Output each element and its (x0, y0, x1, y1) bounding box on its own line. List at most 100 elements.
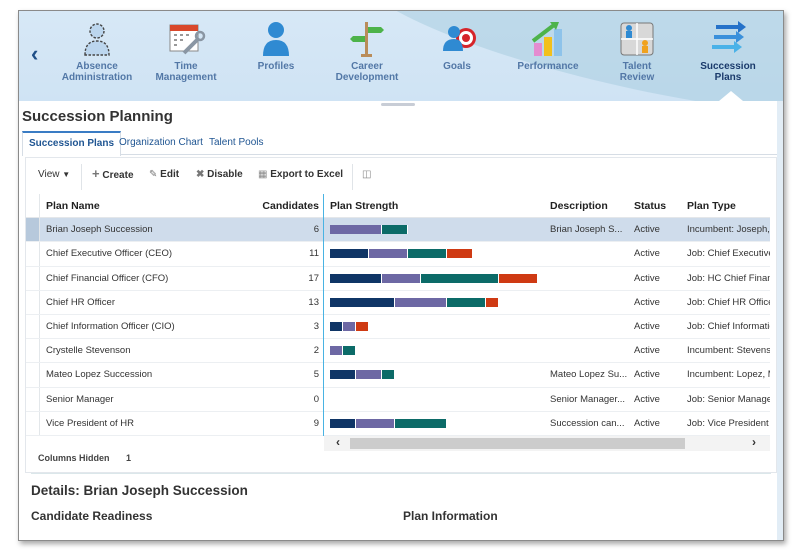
row-header-cell[interactable] (26, 314, 40, 339)
nav-item-profiles[interactable]: Profiles (253, 19, 299, 72)
table-row[interactable]: Mateo Lopez Su... Active Incumbent: Lopez,… (324, 363, 770, 388)
nav-item-goals[interactable]: Goals (439, 19, 476, 72)
candidates-cell: 3 (313, 320, 319, 332)
plan-name-cell[interactable]: Vice President of HR (46, 417, 135, 429)
column-header-plan-name[interactable]: Plan Name (46, 200, 100, 212)
column-header-plan-strength[interactable]: Plan Strength (330, 200, 399, 212)
strength-segment-navy (330, 273, 382, 283)
nav-label: Performance (517, 61, 579, 72)
table-row[interactable]: Active Incumbent: Stevens (324, 339, 770, 364)
plan-strength-bar (330, 225, 408, 235)
right-scrollbar-track[interactable] (777, 101, 783, 540)
tab-succession-plans[interactable]: Succession Plans (22, 131, 122, 156)
column-header-status[interactable]: Status (634, 200, 667, 212)
tab-talent-pools[interactable]: Talent Pools (209, 137, 264, 148)
plan-type-cell: Job: Vice President (687, 417, 769, 429)
row-header-cell[interactable] (26, 411, 40, 435)
column-header-description[interactable]: Description (550, 200, 608, 212)
target-person-icon (439, 19, 479, 59)
columns-hidden-count[interactable]: 1 (126, 453, 132, 463)
strength-segment-navy (330, 370, 356, 380)
frozen-column-divider (323, 194, 324, 436)
export-label: Export to Excel (270, 169, 344, 180)
table-row[interactable]: Active Job: Chief HR Office (324, 291, 770, 315)
plan-type-cell: Incumbent: Joseph, (687, 224, 770, 236)
table-row[interactable]: Chief HR Officer 13 (26, 290, 323, 315)
table-row[interactable]: Active Job: Chief Executive (324, 242, 770, 267)
freeze-columns-button[interactable]: ◫ (362, 169, 371, 180)
x-icon: ✖ (196, 169, 205, 180)
plan-name-cell[interactable]: Senior Manager (46, 393, 114, 405)
freeze-icon: ◫ (362, 169, 372, 180)
strength-segment-navy (330, 297, 395, 307)
description-cell: Brian Joseph S... (550, 224, 623, 236)
edit-button[interactable]: ✎ Edit (149, 169, 179, 180)
edit-label: Edit (160, 169, 180, 180)
view-menu-button[interactable]: View ▼ (38, 169, 70, 180)
nav-item-time-management[interactable]: Time Management (144, 19, 228, 83)
nav-item-talent-review[interactable]: Talent Review (605, 19, 669, 83)
candidates-cell: 13 (308, 296, 319, 308)
create-button[interactable]: + Create (92, 167, 134, 181)
collapse-splitter-handle[interactable] (381, 103, 415, 106)
table-row[interactable]: Senior Manager 0 (26, 387, 323, 412)
disable-button[interactable]: ✖ Disable (196, 169, 243, 180)
plan-name-cell[interactable]: Crystelle Stevenson (46, 345, 131, 357)
plan-name-cell[interactable]: Chief HR Officer (46, 296, 115, 308)
plan-type-cell: Job: HC Chief Finan (687, 272, 770, 284)
tab-bar: Succession Plans Organization Chart Tale… (22, 131, 777, 156)
nav-back-button[interactable]: ‹ (31, 41, 39, 66)
row-header-cell[interactable] (26, 266, 40, 290)
description-cell: Senior Manager... (550, 393, 625, 405)
toolbar-divider (352, 164, 353, 190)
tab-organization-chart[interactable]: Organization Chart (119, 137, 203, 148)
strength-segment-purple (330, 346, 343, 356)
table-row[interactable]: Chief Executive Officer (CEO) 11 (26, 242, 323, 267)
calendar-wrench-icon (166, 19, 206, 59)
table-row[interactable]: Active Job: HC Chief Finan (324, 267, 770, 291)
row-header-cell[interactable] (26, 218, 40, 242)
scroll-right-arrow-icon[interactable]: › (752, 435, 756, 449)
nav-item-performance[interactable]: Performance (517, 19, 579, 72)
table-row[interactable]: Vice President of HR 9 (26, 411, 323, 436)
status-cell: Active (634, 345, 660, 357)
table-row[interactable]: Mateo Lopez Succession 5 (26, 363, 323, 388)
row-header-cell[interactable] (26, 339, 40, 363)
column-header-candidates[interactable]: Candidates (262, 200, 319, 212)
strength-segment-red (356, 321, 369, 331)
row-header-cell[interactable] (26, 387, 40, 411)
plan-name-cell[interactable]: Brian Joseph Succession (46, 224, 153, 236)
row-header-cell (26, 194, 40, 218)
plan-name-cell[interactable]: Chief Financial Officer (CFO) (46, 272, 169, 284)
nav-item-absence-administration[interactable]: Absence Administration (59, 19, 135, 83)
scroll-left-arrow-icon[interactable]: ‹ (336, 435, 340, 449)
table-row[interactable]: Senior Manager... Active Job: Senior Manag… (324, 388, 770, 412)
page-title: Succession Planning (22, 108, 173, 125)
table-row[interactable]: Brian Joseph Succession 6 (26, 218, 323, 243)
table-row[interactable]: Chief Financial Officer (CFO) 17 (26, 266, 323, 291)
table-row[interactable]: Brian Joseph S... Active Incumbent: Joseph… (324, 218, 770, 243)
export-to-excel-button[interactable]: ▦ Export to Excel (258, 169, 343, 180)
table-row[interactable]: Chief Information Officer (CIO) 3 (26, 314, 323, 340)
table-row[interactable]: Crystelle Stevenson 2 (26, 339, 323, 364)
row-header-cell[interactable] (26, 290, 40, 314)
plan-name-cell[interactable]: Mateo Lopez Succession (46, 369, 153, 381)
nav-item-succession-plans[interactable]: Succession Plans (687, 19, 769, 83)
column-header-plan-type[interactable]: Plan Type (687, 200, 736, 212)
nav-item-career-development[interactable]: Career Development (319, 19, 415, 83)
plan-name-cell[interactable]: Chief Executive Officer (CEO) (46, 248, 173, 260)
strength-segment-red (447, 249, 473, 259)
row-header-cell[interactable] (26, 363, 40, 387)
frozen-columns: Plan Name Candidates Brian Joseph Succes… (26, 194, 323, 436)
scrollbar-thumb[interactable] (350, 438, 685, 449)
horizontal-scrollbar[interactable]: ‹ › (324, 435, 770, 451)
table-row[interactable]: Active Job: Chief Informatic (324, 315, 770, 340)
strength-segment-purple (343, 321, 356, 331)
table-header-row: Plan Strength Description Status Plan Ty… (324, 194, 770, 219)
table-row[interactable]: Succession can... Active Job: Vice Preside… (324, 412, 770, 436)
row-header-cell[interactable] (26, 242, 40, 266)
create-label: Create (102, 170, 134, 181)
strength-segment-teal (343, 346, 356, 356)
status-cell: Active (634, 369, 660, 381)
plan-name-cell[interactable]: Chief Information Officer (CIO) (46, 320, 175, 332)
